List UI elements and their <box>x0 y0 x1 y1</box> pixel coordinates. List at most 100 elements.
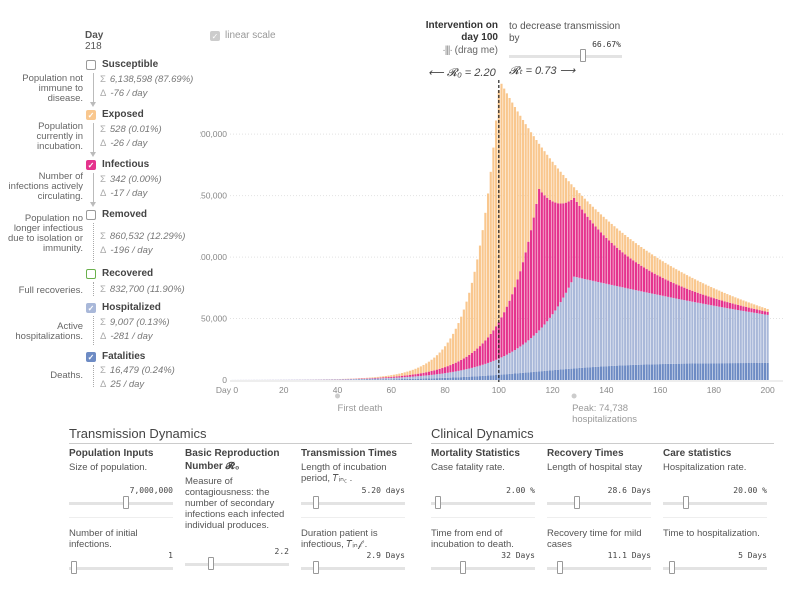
bar-exp <box>385 376 387 377</box>
bar-fat <box>613 366 615 380</box>
bar-inf <box>689 290 691 301</box>
susceptible-delta-row: Δ -76 / day <box>100 87 193 101</box>
transmission-col2-slider[interactable] <box>301 496 405 510</box>
bar-hos <box>584 279 586 368</box>
slider-knob[interactable] <box>683 496 689 509</box>
hospitalized-checkbox[interactable]: ✓ <box>86 303 96 313</box>
decrease-transmission-slider[interactable] <box>509 49 622 63</box>
bar-inf <box>678 285 680 299</box>
slider-knob[interactable] <box>313 496 319 509</box>
bar-fat <box>398 379 400 380</box>
bar-fat <box>629 365 631 380</box>
bar-fat <box>565 369 567 380</box>
bar-fat <box>683 364 685 380</box>
bar-exp <box>721 292 723 301</box>
legend-hospitalized[interactable]: ✓ Hospitalized <box>86 302 161 313</box>
bar-inf <box>447 366 449 373</box>
drag-handle-icon: ·|||· <box>442 45 451 56</box>
slider-knob[interactable] <box>435 496 441 509</box>
bar-inf <box>406 375 408 377</box>
bar-inf <box>734 304 736 309</box>
slider-knob[interactable] <box>208 557 214 570</box>
bar-inf <box>589 220 591 280</box>
bar-exp <box>533 136 535 217</box>
bar-inf <box>758 310 760 314</box>
bar-inf <box>586 217 588 280</box>
clinical-col0-slider[interactable] <box>431 496 535 510</box>
transmission-col1-slider[interactable] <box>185 557 289 571</box>
drag-handle[interactable]: ·|||· (drag me) <box>436 45 498 56</box>
slider-track <box>509 55 622 58</box>
bar-fat <box>584 368 586 380</box>
transmission-col1-value: 2.2 <box>185 547 289 556</box>
slider-knob[interactable] <box>71 561 77 574</box>
bar-inf <box>557 203 559 306</box>
legend-susceptible[interactable]: Susceptible <box>86 59 158 70</box>
clinical-col2-slider[interactable] <box>663 496 767 510</box>
transmission-col0-slider[interactable] <box>69 496 173 510</box>
removed-delta: -196 / day <box>110 245 152 256</box>
linear-scale-toggle[interactable]: ✓ linear scale <box>210 30 276 41</box>
bar-fat <box>377 379 379 380</box>
linear-scale-checkbox[interactable]: ✓ <box>210 31 220 41</box>
recovered-checkbox[interactable] <box>86 269 96 279</box>
transmission-col0-value2: 1 <box>69 551 173 560</box>
exposed-checkbox[interactable]: ✓ <box>86 110 96 120</box>
bar-inf <box>718 300 720 307</box>
bar-hos <box>745 311 747 363</box>
transmission-col0-slider2[interactable] <box>69 561 173 575</box>
x-tick-label: 200 <box>761 385 775 395</box>
bar-hos <box>517 348 519 373</box>
sigma-icon: Σ <box>100 174 106 185</box>
clinical-col1-slider2[interactable] <box>547 561 651 575</box>
bar-hos <box>737 310 739 363</box>
legend-removed[interactable]: Removed <box>86 209 147 220</box>
day-value: 218 <box>85 41 103 52</box>
bar-hos <box>525 342 527 372</box>
bar-inf <box>600 232 602 282</box>
legend-fatalities[interactable]: ✓ Fatalities <box>86 351 145 362</box>
slider-knob[interactable] <box>460 561 466 574</box>
bar-inf <box>495 326 497 359</box>
clinical-col0-slider2[interactable] <box>431 561 535 575</box>
bar-fat <box>761 363 763 380</box>
x-tick-label: 60 <box>387 385 397 395</box>
fatalities-checkbox[interactable]: ✓ <box>86 352 96 362</box>
removed-checkbox[interactable] <box>86 210 96 220</box>
sigma-icon: Σ <box>100 365 106 376</box>
bar-inf <box>398 376 400 377</box>
bar-inf <box>457 361 459 371</box>
susceptible-checkbox[interactable] <box>86 60 96 70</box>
bar-inf <box>745 307 747 311</box>
bar-exp <box>554 165 556 202</box>
bar-fat <box>560 370 562 380</box>
bar-exp <box>436 355 438 369</box>
bar-inf <box>605 238 607 284</box>
slider-knob[interactable] <box>313 561 319 574</box>
bar-inf <box>608 240 610 284</box>
slider-knob[interactable] <box>574 496 580 509</box>
slider-knob[interactable] <box>580 49 586 62</box>
transmission-col2-slider2[interactable] <box>301 561 405 575</box>
annotation-dot <box>572 394 577 399</box>
bar-fat <box>525 373 527 380</box>
slider-knob[interactable] <box>669 561 675 574</box>
infectious-checkbox[interactable]: ✓ <box>86 160 96 170</box>
x-tick-label: 140 <box>599 385 613 395</box>
clinical-col1-slider[interactable] <box>547 496 651 510</box>
bar-hos <box>570 282 572 368</box>
bar-exp <box>748 302 750 307</box>
slider-knob[interactable] <box>557 561 563 574</box>
bar-inf <box>724 301 726 307</box>
bar-inf <box>517 279 519 348</box>
legend-infectious[interactable]: ✓ Infectious <box>86 159 149 170</box>
clinical-col2-slider2[interactable] <box>663 561 767 575</box>
legend-exposed[interactable]: ✓ Exposed <box>86 109 144 120</box>
fatalities-label: Fatalities <box>102 351 145 362</box>
bar-fat <box>758 363 760 380</box>
legend-recovered[interactable]: Recovered <box>86 268 153 279</box>
bar-hos <box>535 333 537 372</box>
slider-knob[interactable] <box>123 496 129 509</box>
bar-inf <box>672 283 674 298</box>
bar-fat <box>554 370 556 380</box>
